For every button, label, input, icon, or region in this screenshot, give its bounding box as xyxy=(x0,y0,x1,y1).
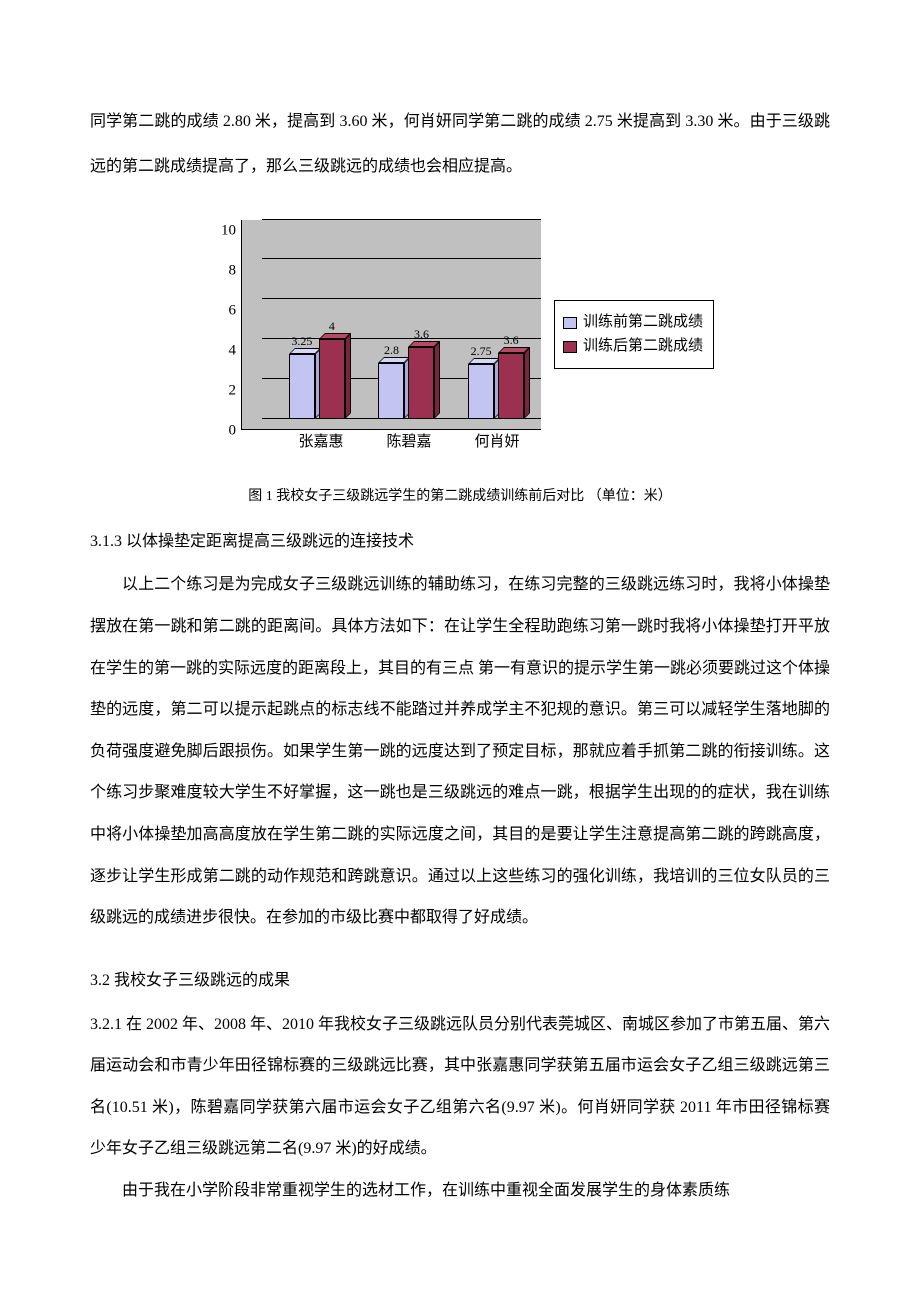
chart-plot: 3.2542.83.62.753.6 张嘉惠陈碧嘉何肖妍 xyxy=(241,220,541,430)
y-axis-label: 10 xyxy=(221,222,236,239)
y-axis-label: 4 xyxy=(229,342,237,359)
bar: 2.75 xyxy=(468,364,494,419)
x-axis-label: 陈碧嘉 xyxy=(386,430,431,451)
bar: 3.6 xyxy=(498,353,524,419)
y-axis-label: 0 xyxy=(229,422,237,439)
bar-value-label: 4 xyxy=(329,319,335,334)
legend-swatch xyxy=(563,341,577,353)
bar-value-label: 3.6 xyxy=(414,327,429,342)
bars-row: 3.2542.83.62.753.6 xyxy=(272,219,541,419)
bar: 4 xyxy=(319,339,345,419)
bar-group: 3.254 xyxy=(289,339,345,419)
x-axis-labels: 张嘉惠 陈碧嘉 何肖妍 xyxy=(277,430,541,451)
legend-label: 训练前第二跳成绩 xyxy=(583,313,703,333)
bar-value-label: 2.75 xyxy=(471,344,492,359)
section-313-heading: 3.1.3 以体操垫定距离提高三级跳远的连接技术 xyxy=(90,520,830,565)
chart-legend: 训练前第二跳成绩训练后第二跳成绩 xyxy=(554,300,714,369)
intro-paragraph: 同学第二跳的成绩 2.80 米，提高到 3.60 米，何肖妍同学第二跳的成绩 2… xyxy=(90,100,830,190)
chart-caption: 图 1 我校女子三级跳远学生的第二跳成绩训练前后对比 （单位：米） xyxy=(90,485,830,505)
bar: 3.6 xyxy=(408,347,434,419)
spacer xyxy=(90,939,830,959)
bar-value-label: 2.8 xyxy=(384,343,399,358)
section-32-heading: 3.2 我校女子三级跳远的成果 xyxy=(90,959,830,1004)
bar-value-label: 3.25 xyxy=(291,334,312,349)
chart-container: 3.2542.83.62.753.6 张嘉惠陈碧嘉何肖妍 0246810 训练前… xyxy=(90,220,830,450)
y-axis-label: 2 xyxy=(229,382,237,399)
bar: 3.25 xyxy=(289,354,315,419)
x-axis-label: 张嘉惠 xyxy=(298,430,343,451)
bar-value-label: 3.6 xyxy=(504,333,519,348)
legend-item: 训练后第二跳成绩 xyxy=(563,337,705,357)
legend-item: 训练前第二跳成绩 xyxy=(563,313,705,333)
bar: 2.8 xyxy=(378,363,404,419)
legend-swatch xyxy=(563,317,577,329)
section-321-body: 3.2.1 在 2002 年、2008 年、2010 年我校女子三级跳远队员分别… xyxy=(90,1004,830,1170)
legend-label: 训练后第二跳成绩 xyxy=(583,337,703,357)
chart-area: 3.2542.83.62.753.6 张嘉惠陈碧嘉何肖妍 0246810 xyxy=(206,220,546,450)
y-axis-label: 8 xyxy=(229,262,237,279)
x-axis-label: 何肖妍 xyxy=(474,430,519,451)
bar-group: 2.753.6 xyxy=(468,353,524,419)
section-313-body: 以上二个练习是为完成女子三级跳远训练的辅助练习，在练习完整的三级跳远练习时，我将… xyxy=(90,564,830,938)
section-32-body2: 由于我在小学阶段非常重视学生的选材工作，在训练中重视全面发展学生的身体素质练 xyxy=(90,1170,830,1212)
y-axis-label: 6 xyxy=(229,302,237,319)
bar-group: 2.83.6 xyxy=(378,347,434,419)
